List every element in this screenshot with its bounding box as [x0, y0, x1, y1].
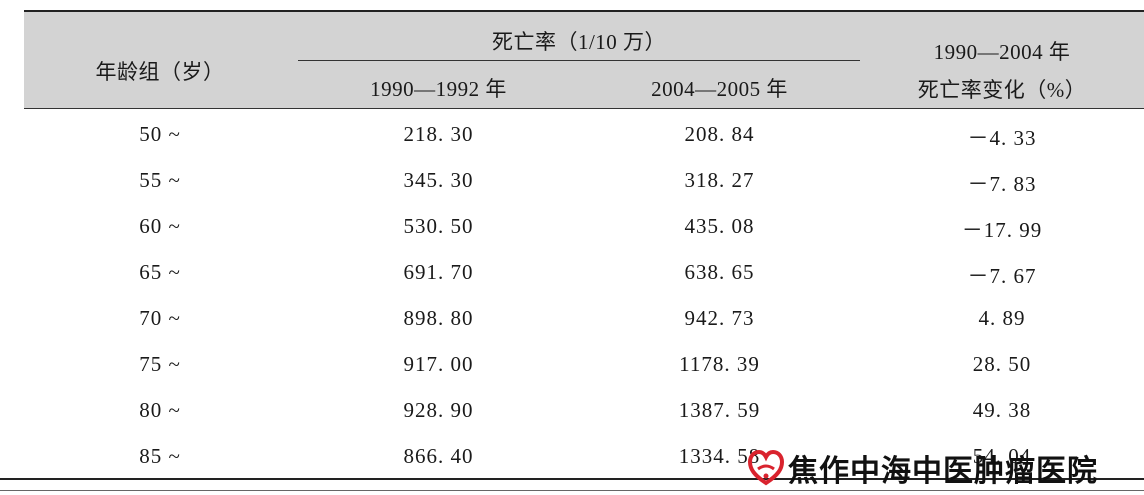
- header-age-group: 年龄组（岁）: [95, 60, 225, 84]
- cell-rate-2004-2005: 1387. 59: [678, 398, 761, 422]
- cell-age-group: 65 ~: [139, 260, 181, 284]
- cell-rate-2004-2005: 318. 27: [684, 168, 755, 192]
- header-period-2: 2004—2005 年: [651, 77, 788, 101]
- cell-rate-2004-2005: 208. 84: [684, 122, 755, 146]
- cell-age-group: 70 ~: [139, 306, 181, 330]
- header-change-line1: 1990—2004 年: [933, 40, 1071, 64]
- cell-rate-change: －4. 33: [967, 126, 1037, 150]
- cell-rate-change: －7. 83: [967, 172, 1037, 196]
- cell-rate-1990-1992: 345. 30: [403, 168, 474, 192]
- cell-rate-1990-1992: 530. 50: [403, 214, 474, 238]
- cell-age-group: 75 ~: [139, 352, 181, 376]
- cell-rate-1990-1992: 218. 30: [403, 122, 474, 146]
- cell-rate-change: 4. 89: [978, 306, 1026, 330]
- cell-rate-1990-1992: 866. 40: [403, 444, 474, 468]
- cell-rate-1990-1992: 917. 00: [403, 352, 474, 376]
- header-change-line2: 死亡率变化（%）: [917, 78, 1087, 102]
- cell-rate-2004-2005: 638. 65: [684, 260, 755, 284]
- cell-rate-1990-1992: 928. 90: [403, 398, 474, 422]
- cell-rate-2004-2005: 942. 73: [684, 306, 755, 330]
- cell-age-group: 60 ~: [139, 214, 181, 238]
- cell-rate-change: 28. 50: [972, 352, 1032, 376]
- cell-age-group: 55 ~: [139, 168, 181, 192]
- watermark-text: 焦作中海中医肿瘤医院: [788, 454, 1098, 489]
- top-rule: [24, 10, 1144, 12]
- header-period-1: 1990—1992 年: [370, 77, 507, 101]
- cell-rate-1990-1992: 691. 70: [403, 260, 474, 284]
- cell-rate-change: 49. 38: [972, 398, 1032, 422]
- header-bottom-rule: [24, 108, 1144, 109]
- bottom-rule: [0, 478, 1144, 480]
- cell-age-group: 85 ~: [139, 444, 181, 468]
- bottom-rule-secondary: [0, 490, 1144, 491]
- cell-rate-2004-2005: 1178. 39: [679, 352, 760, 376]
- cell-rate-change: 54. 04: [972, 444, 1032, 468]
- cell-rate-2004-2005: 435. 08: [684, 214, 755, 238]
- cell-rate-change: －7. 67: [967, 264, 1037, 288]
- header-mortality-rate: 死亡率（1/10 万）: [491, 30, 667, 54]
- header-sub-rule: [298, 60, 860, 61]
- heart-ribbon-icon: [748, 449, 784, 486]
- hospital-watermark: 焦作中海中医肿瘤医院: [748, 448, 1098, 489]
- cell-age-group: 80 ~: [139, 398, 181, 422]
- cell-rate-change: －17. 99: [961, 218, 1043, 242]
- cell-age-group: 50 ~: [139, 122, 181, 146]
- cell-rate-2004-2005: 1334. 58: [678, 444, 761, 468]
- cell-rate-1990-1992: 898. 80: [403, 306, 474, 330]
